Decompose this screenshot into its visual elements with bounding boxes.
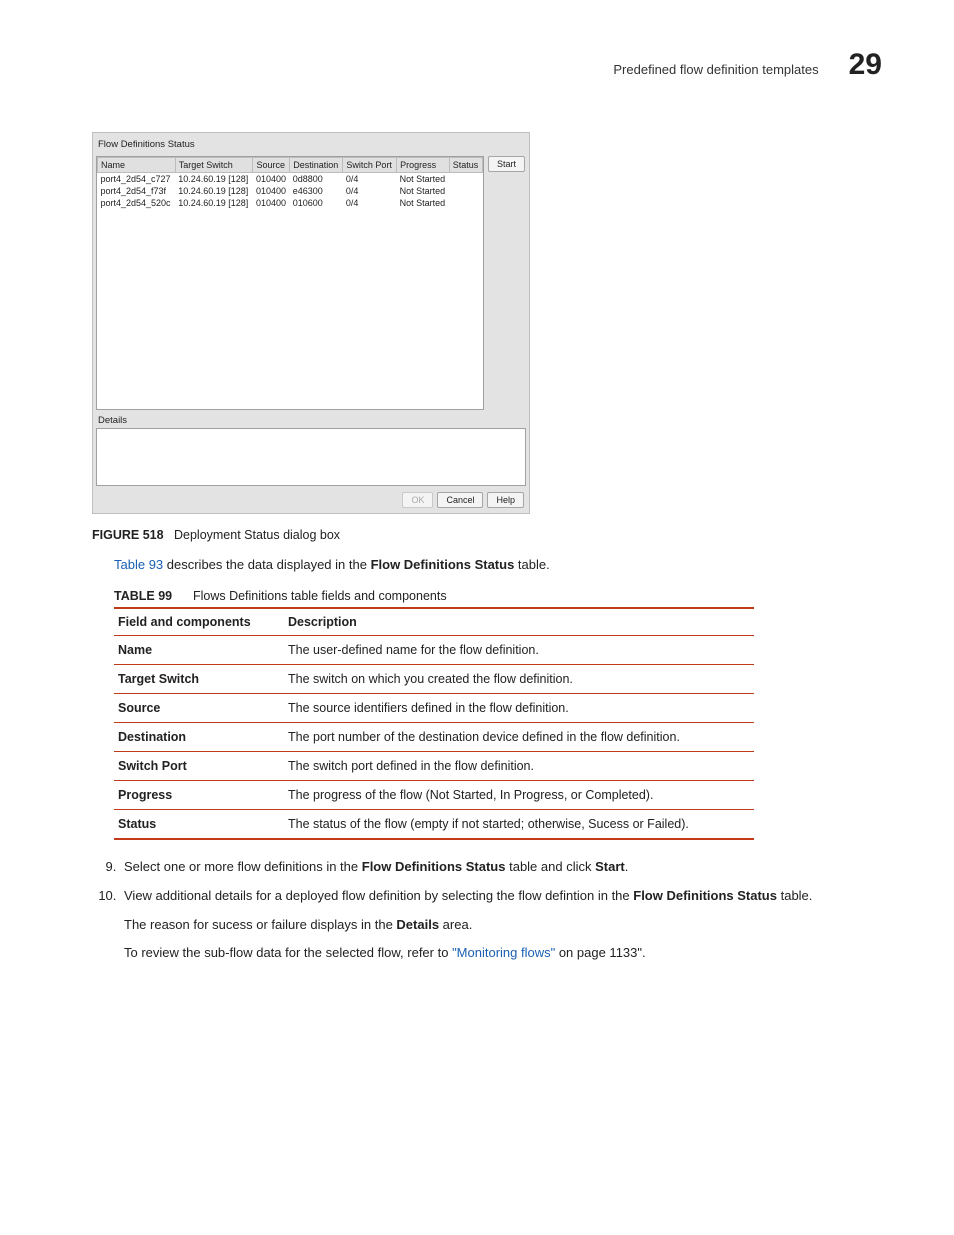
header-chapter-number: 29 — [849, 48, 882, 82]
table99-head-desc: Description — [284, 608, 754, 636]
col-source[interactable]: Source — [253, 158, 290, 173]
table-row: NameThe user-defined name for the flow d… — [114, 635, 754, 664]
table-row[interactable]: port4_2d54_c72710.24.60.19 [128]0104000d… — [98, 173, 483, 186]
intro-paragraph: Table 93 describes the data displayed in… — [114, 556, 882, 575]
details-label: Details — [96, 410, 526, 428]
header-section-title: Predefined flow definition templates — [613, 62, 818, 77]
figure-text: Deployment Status dialog box — [174, 528, 340, 542]
col-status[interactable]: Status — [449, 158, 482, 173]
table-row: Target SwitchThe switch on which you cre… — [114, 664, 754, 693]
col-switch-port[interactable]: Switch Port — [343, 158, 397, 173]
table-93-link[interactable]: Table 93 — [114, 557, 163, 572]
table-row: StatusThe status of the flow (empty if n… — [114, 809, 754, 839]
cancel-button[interactable]: Cancel — [437, 492, 483, 508]
start-button[interactable]: Start — [488, 156, 525, 172]
col-progress[interactable]: Progress — [397, 158, 450, 173]
table-row[interactable]: port4_2d54_f73f10.24.60.19 [128]010400e4… — [98, 185, 483, 197]
figure-label: FIGURE 518 — [92, 528, 164, 542]
table-99: TABLE 99 Flows Definitions table fields … — [114, 589, 754, 840]
ok-button[interactable]: OK — [402, 492, 433, 508]
step-10: View additional details for a deployed f… — [120, 887, 882, 964]
page-header: Predefined flow definition templates 29 — [72, 48, 882, 82]
table-row[interactable]: port4_2d54_520c10.24.60.19 [128]01040001… — [98, 197, 483, 209]
col-destination[interactable]: Destination — [290, 158, 343, 173]
grid-empty-space — [97, 209, 483, 409]
figure-caption: FIGURE 518 Deployment Status dialog box — [92, 528, 882, 542]
dialog-title: Flow Definitions Status — [96, 136, 526, 156]
deployment-status-dialog: Flow Definitions Status Name Target Swit… — [92, 132, 530, 514]
grid-header-row: Name Target Switch Source Destination Sw… — [98, 158, 483, 173]
step-9: Select one or more flow definitions in t… — [120, 858, 882, 877]
table-row: DestinationThe port number of the destin… — [114, 722, 754, 751]
table-row: ProgressThe progress of the flow (Not St… — [114, 780, 754, 809]
table99-label: TABLE 99 — [114, 589, 172, 603]
details-textarea[interactable] — [96, 428, 526, 486]
table-row: SourceThe source identifiers defined in … — [114, 693, 754, 722]
col-target-switch[interactable]: Target Switch — [175, 158, 253, 173]
monitoring-flows-link[interactable]: "Monitoring flows" — [452, 945, 555, 960]
procedure-steps: Select one or more flow definitions in t… — [100, 858, 882, 963]
col-name[interactable]: Name — [98, 158, 176, 173]
help-button[interactable]: Help — [487, 492, 524, 508]
table99-caption-text: Flows Definitions table fields and compo… — [193, 589, 447, 603]
flow-definitions-grid: Name Target Switch Source Destination Sw… — [96, 156, 484, 410]
table-row: Switch PortThe switch port defined in th… — [114, 751, 754, 780]
table99-head-field: Field and components — [114, 608, 284, 636]
